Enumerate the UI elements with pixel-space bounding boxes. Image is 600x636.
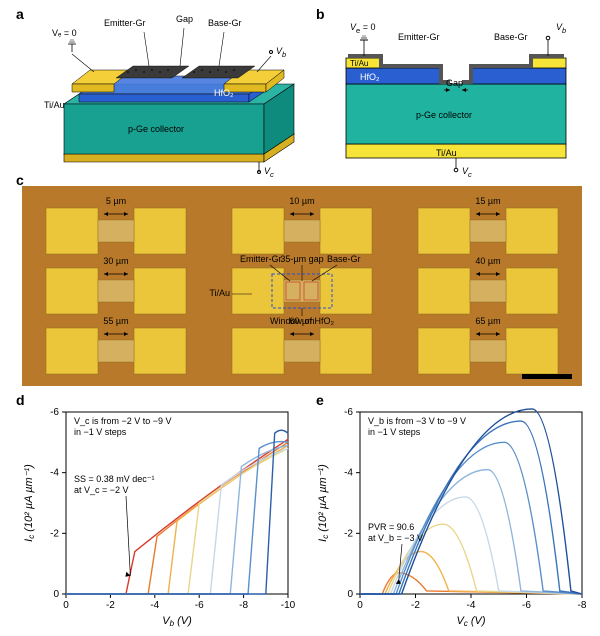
a-ve-label: Vₑ = 0	[52, 28, 77, 38]
a-emitter-label: Emitter-Gr	[104, 18, 146, 28]
svg-text:30 µm: 30 µm	[103, 256, 128, 266]
svg-text:15 µm: 15 µm	[475, 196, 500, 206]
svg-text:-10: -10	[281, 600, 296, 611]
b-hfo2-label: HfO₂	[360, 72, 380, 82]
chart-d: 0-2-4-6-8-100-2-4-6Vb (V)Ic (10² µA µm⁻¹…	[18, 400, 298, 630]
svg-text:in −1 V steps: in −1 V steps	[368, 427, 421, 437]
svg-text:-4: -4	[344, 468, 353, 479]
svg-text:Window of HfO₂: Window of HfO₂	[270, 316, 335, 326]
chart-e: 0 -2 -4 -6 -8 0 -2 -4 -6 Vc (V) Ic (10² µA µm⁻¹) V_…	[312, 400, 592, 630]
svg-text:40 µm: 40 µm	[475, 256, 500, 266]
svg-text:-6: -6	[344, 407, 353, 418]
svg-text:Emitter-Gr: Emitter-Gr	[240, 254, 282, 264]
svg-text:0: 0	[53, 589, 59, 600]
panel-a-label: a	[16, 6, 24, 22]
svg-text:-4: -4	[467, 600, 476, 611]
svg-text:in −1 V steps: in −1 V steps	[74, 427, 127, 437]
svg-text:-2: -2	[344, 528, 353, 539]
svg-text:Vb (V): Vb (V)	[162, 615, 192, 628]
panel-b-label: b	[316, 6, 325, 22]
schematic-3d	[24, 14, 304, 174]
svg-text:0: 0	[357, 600, 363, 611]
svg-text:SS = 0.38 mV dec⁻¹: SS = 0.38 mV dec⁻¹	[74, 474, 155, 484]
svg-text:-4: -4	[50, 468, 59, 479]
svg-text:-8: -8	[578, 600, 587, 611]
svg-text:65 µm: 65 µm	[475, 316, 500, 326]
svg-text:0: 0	[347, 589, 353, 600]
a-gap-label: Gap	[176, 14, 193, 24]
a-collector-label: p-Ge collector	[128, 124, 184, 134]
svg-text:-8: -8	[239, 600, 248, 611]
svg-text:-2: -2	[50, 528, 59, 539]
b-ve-label: Ve = 0	[350, 22, 375, 35]
b-tiau-top: Ti/Au	[350, 59, 368, 68]
svg-text:5 µm: 5 µm	[106, 196, 126, 206]
a-hfo2-label: HfO₂	[214, 88, 234, 98]
svg-text:PVR = 90.6: PVR = 90.6	[368, 522, 414, 532]
b-emitter-label: Emitter-Gr	[398, 32, 440, 42]
b-tiau-bottom: Ti/Au	[436, 148, 457, 158]
a-vc-label: Vc	[264, 166, 274, 179]
svg-text:-6: -6	[50, 407, 59, 418]
svg-text:55 µm: 55 µm	[103, 316, 128, 326]
svg-text:V_c is from −2 V to −9 V: V_c is from −2 V to −9 V	[74, 416, 172, 426]
a-vb-label: Vb	[276, 46, 286, 59]
svg-text:35-µm gap: 35-µm gap	[280, 254, 323, 264]
svg-text:at V_c = −2 V: at V_c = −2 V	[74, 485, 129, 495]
svg-text:Ti/Au: Ti/Au	[209, 288, 230, 298]
svg-text:at V_b = −3 V: at V_b = −3 V	[368, 533, 423, 543]
a-base-label: Base-Gr	[208, 18, 242, 28]
svg-text:Ic (10² µA µm⁻¹): Ic (10² µA µm⁻¹)	[317, 464, 330, 542]
svg-text:-2: -2	[411, 600, 420, 611]
b-vb-label: Vb	[556, 22, 566, 35]
svg-text:10 µm: 10 µm	[289, 196, 314, 206]
svg-text:0: 0	[63, 600, 69, 611]
svg-text:-6: -6	[195, 600, 204, 611]
svg-text:-4: -4	[150, 600, 159, 611]
b-collector-label: p-Ge collector	[416, 110, 472, 120]
b-base-label: Base-Gr	[494, 32, 528, 42]
b-vc-label: Vc	[462, 166, 472, 179]
svg-text:-2: -2	[106, 600, 115, 611]
svg-text:-6: -6	[522, 600, 531, 611]
svg-text:V_b is from −3 V to −9 V: V_b is from −3 V to −9 V	[368, 416, 466, 426]
svg-text:Vc (V): Vc (V)	[456, 615, 485, 628]
svg-text:Base-Gr: Base-Gr	[327, 254, 361, 264]
micrograph: 5 µm10 µm15 µm30 µm40 µm55 µm60 µm65 µm3…	[22, 186, 582, 386]
a-tiau-label: Ti/Au	[44, 100, 65, 110]
svg-text:Ic (10² µA µm⁻¹): Ic (10² µA µm⁻¹)	[23, 464, 36, 542]
b-gap-label: Gap	[446, 78, 463, 88]
